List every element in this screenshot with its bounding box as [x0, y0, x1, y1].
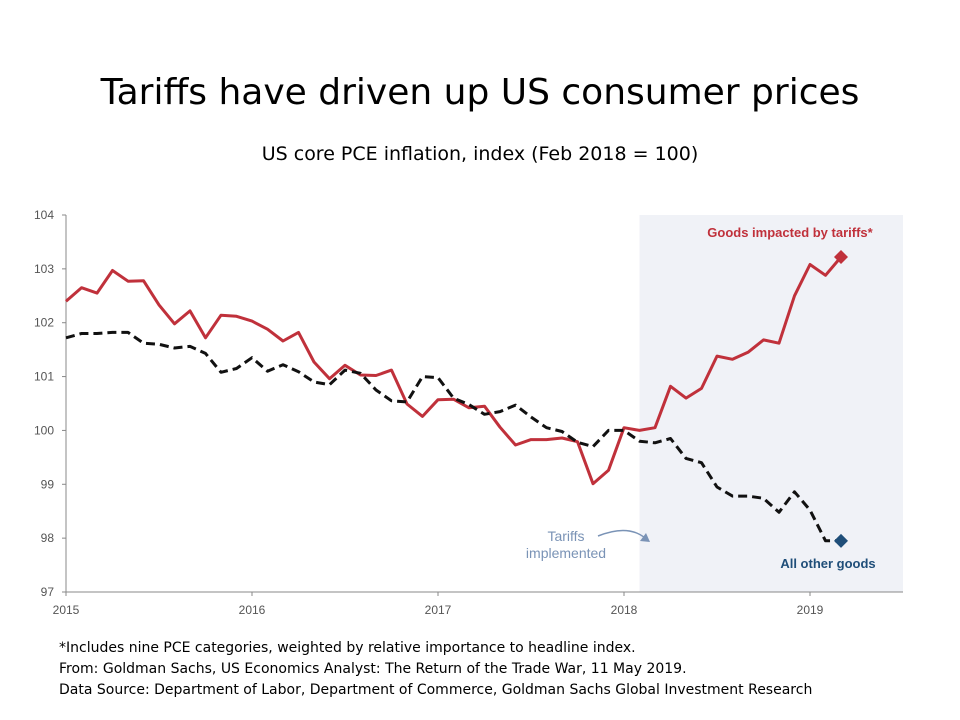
- footnote-data-source: Data Source: Department of Labor, Depart…: [59, 682, 813, 698]
- other-goods-end-marker: [834, 533, 848, 548]
- tariff-period-shading: [639, 215, 903, 592]
- x-tick-label: 2017: [425, 603, 452, 617]
- slide-subtitle: US core PCE inflation, index (Feb 2018 =…: [261, 143, 699, 165]
- other-goods-line: [65, 330, 841, 543]
- legend-tariff-goods: Goods impacted by tariffs*: [707, 225, 873, 240]
- footnotes: *Includes nine PCE categories, weighted …: [59, 638, 939, 701]
- y-tick-label: 102: [34, 316, 54, 330]
- annotation-implemented: implemented: [526, 545, 606, 561]
- footnote-definition: *Includes nine PCE categories, weighted …: [59, 640, 636, 656]
- y-tick-label: 104: [34, 208, 54, 222]
- footnote-source: From: Goldman Sachs, US Economics Analys…: [59, 661, 687, 677]
- annotation-arrow-head: [640, 533, 650, 542]
- y-tick-label: 98: [41, 531, 55, 545]
- y-tick-label: 103: [34, 262, 54, 276]
- x-tick-label: 2019: [797, 603, 824, 617]
- slide-title: Tariffs have driven up US consumer price…: [100, 72, 860, 113]
- annotation-tariffs: Tariffs: [547, 528, 584, 544]
- y-tick-label: 100: [34, 423, 54, 437]
- tariff-goods-end-marker: [834, 250, 848, 265]
- x-tick-label: 2018: [611, 603, 638, 617]
- tariff-goods-line: [65, 256, 843, 486]
- y-tick-label: 97: [41, 585, 55, 599]
- annotation-arrow-curve: [597, 529, 646, 539]
- x-tick-label: 2015: [53, 603, 80, 617]
- legend-other-goods: All other goods: [780, 556, 875, 571]
- y-tick-label: 101: [34, 370, 54, 384]
- x-tick-label: 2016: [239, 603, 266, 617]
- y-tick-label: 99: [41, 477, 55, 491]
